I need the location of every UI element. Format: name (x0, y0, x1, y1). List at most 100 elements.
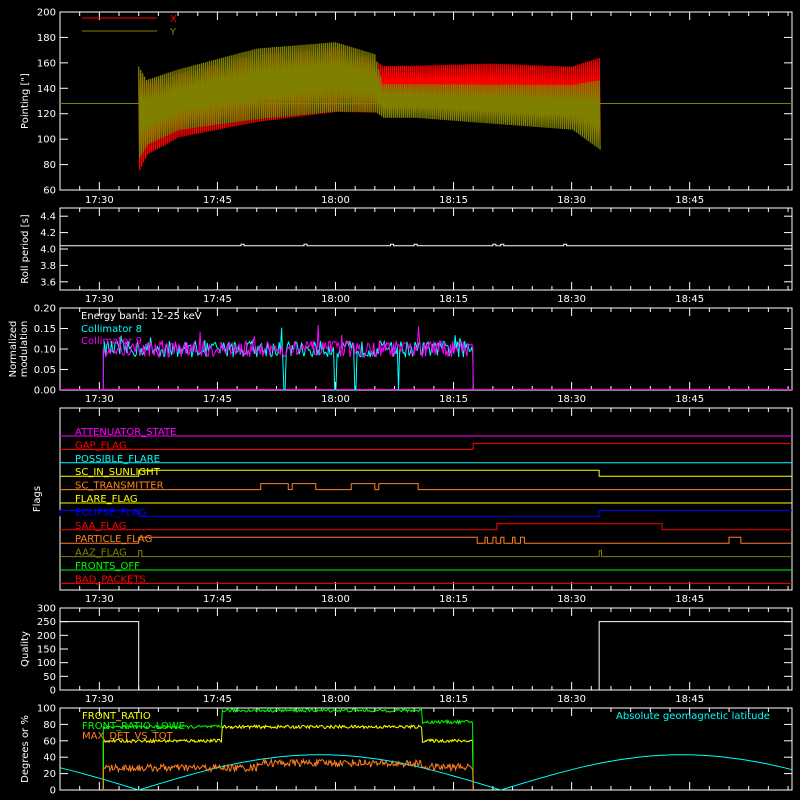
y-tick-label: 0 (50, 786, 56, 797)
x-tick-label: 18:45 (675, 594, 704, 605)
flag-label-fronts_off: FRONTS_OFF (75, 561, 140, 572)
flag-label-particle_flag: PARTICLE_FLAG (75, 534, 152, 545)
y-tick-label: 3.8 (40, 261, 56, 272)
x-tick-label: 17:30 (85, 394, 114, 405)
legend-label-collimator-9: Collimator 9 (81, 336, 142, 347)
legend-label-x: X (170, 14, 177, 25)
y-tick-label: 0.20 (34, 304, 56, 315)
flag-label-aaz_flag: AAZ_FLAG (75, 548, 127, 559)
x-tick-label: 18:45 (675, 195, 704, 206)
x-tick-label: 18:00 (321, 294, 350, 305)
x-tick-label: 18:00 (321, 694, 350, 705)
flag-line-eclipse_flag (59, 509, 792, 517)
panel-frame-1 (59, 207, 793, 291)
x-tick-label: 18:45 (675, 694, 704, 705)
flag-label-bad_packets: BAD_PACKETS (75, 574, 146, 585)
x-tick-label: 18:30 (557, 294, 586, 305)
legend-label-y: Y (169, 27, 177, 38)
flag-label-gap_flag: GAP_FLAG (75, 440, 127, 451)
flag-label-sc_in_sunlight: SC_IN_SUNLIGHT (75, 467, 161, 478)
y-axis-label: Normalized (8, 321, 19, 378)
energy-band-label: Energy band: 12-25 keV (81, 311, 202, 322)
y-tick-label: 50 (43, 672, 56, 683)
flag-label-eclipse_flag: ECLIPSE_FLAG (75, 507, 146, 518)
x-tick-label: 17:45 (203, 394, 232, 405)
x-tick-label: 18:00 (321, 394, 350, 405)
y-tick-label: 0.10 (34, 345, 56, 356)
flag-label-saa_flag: SAA_FLAG (75, 521, 126, 532)
series-front_ratio (102, 724, 474, 791)
x-tick-label: 18:45 (675, 394, 704, 405)
x-tick-label: 17:45 (203, 594, 232, 605)
y-tick-label: 140 (37, 84, 56, 95)
panel-frame-0 (59, 11, 793, 191)
x-tick-label: 18:30 (557, 594, 586, 605)
geomagnetic-latitude-label: Absolute geomagnetic latitude (616, 711, 770, 722)
y-tick-label: 60 (43, 186, 56, 197)
flag-line-gap_flag (60, 442, 792, 450)
legend-label-collimator-8: Collimator 8 (81, 324, 142, 335)
x-tick-label: 17:45 (203, 294, 232, 305)
flag-label-attenuator_state: ATTENUATOR_STATE (75, 427, 176, 438)
y-tick-label: 4.2 (40, 228, 56, 239)
roll-period-line (60, 243, 792, 247)
y-tick-label: 4.0 (40, 245, 56, 256)
x-tick-label: 18:15 (439, 294, 468, 305)
y-tick-label: 160 (37, 58, 56, 69)
flag-label-sc_transmitter: SC_TRANSMITTER (75, 481, 164, 492)
y-axis-label: Quality (20, 631, 31, 667)
x-tick-label: 17:30 (85, 294, 114, 305)
flag-line-particle_flag (60, 536, 792, 544)
y-tick-label: 60 (43, 736, 56, 747)
series-front_ratio_lowe (102, 707, 474, 791)
series-y (138, 42, 601, 159)
y-axis-label: Degrees or % (20, 715, 31, 783)
y-axis-label: Pointing ["] (20, 73, 31, 129)
flag-label-flare_flag: FLARE_FLAG (75, 494, 138, 505)
quality-line (60, 621, 792, 691)
y-tick-label: 200 (37, 8, 56, 19)
panel-frame-5 (59, 707, 793, 791)
x-tick-label: 18:30 (557, 694, 586, 705)
legend-label-front_ratio_lowe: FRONT_RATIO_LOWE (82, 721, 185, 732)
series-max_det_vs_tot (102, 757, 474, 791)
y-axis-label: Roll period [s] (20, 214, 31, 283)
x-tick-label: 17:45 (203, 195, 232, 206)
flag-line-aaz_flag (60, 550, 792, 558)
legend-label-front_ratio: FRONT_RATIO (82, 711, 151, 722)
flag-label-possible_flare: POSSIBLE_FLARE (75, 454, 160, 465)
x-tick-label: 17:30 (85, 694, 114, 705)
y-tick-label: 3.6 (40, 277, 56, 288)
x-tick-label: 17:30 (85, 594, 114, 605)
panel-frame-3 (59, 407, 793, 591)
flag-line-saa_flag (60, 523, 792, 531)
legend-label-max_det_vs_tot: MAX_DET_VS_TOT (82, 731, 174, 742)
y-axis-label: Flags (32, 486, 43, 512)
y-tick-label: 100 (37, 704, 56, 715)
y-tick-label: 80 (43, 160, 56, 171)
x-tick-label: 18:30 (557, 195, 586, 206)
y-tick-label: 180 (37, 33, 56, 44)
y-tick-label: 150 (37, 645, 56, 656)
series-collimator-9 (102, 324, 474, 391)
y-axis-label: modulation (19, 321, 30, 378)
y-tick-label: 0.15 (34, 324, 56, 335)
x-tick-label: 18:45 (675, 294, 704, 305)
x-tick-label: 18:30 (557, 394, 586, 405)
x-tick-label: 18:15 (439, 694, 468, 705)
x-tick-label: 18:00 (321, 195, 350, 206)
y-tick-label: 120 (37, 109, 56, 120)
y-tick-label: 4.4 (40, 212, 56, 223)
y-tick-label: 0.05 (34, 365, 56, 376)
x-tick-label: 18:15 (439, 594, 468, 605)
x-tick-label: 18:00 (321, 594, 350, 605)
y-tick-label: 0.00 (34, 386, 56, 397)
y-tick-label: 300 (37, 604, 56, 615)
panel-frame-4 (59, 607, 793, 691)
y-tick-label: 80 (43, 720, 56, 731)
y-tick-label: 250 (37, 617, 56, 628)
y-tick-label: 20 (43, 769, 56, 780)
y-tick-label: 100 (37, 135, 56, 146)
flag-line-sc_transmitter (60, 483, 792, 491)
